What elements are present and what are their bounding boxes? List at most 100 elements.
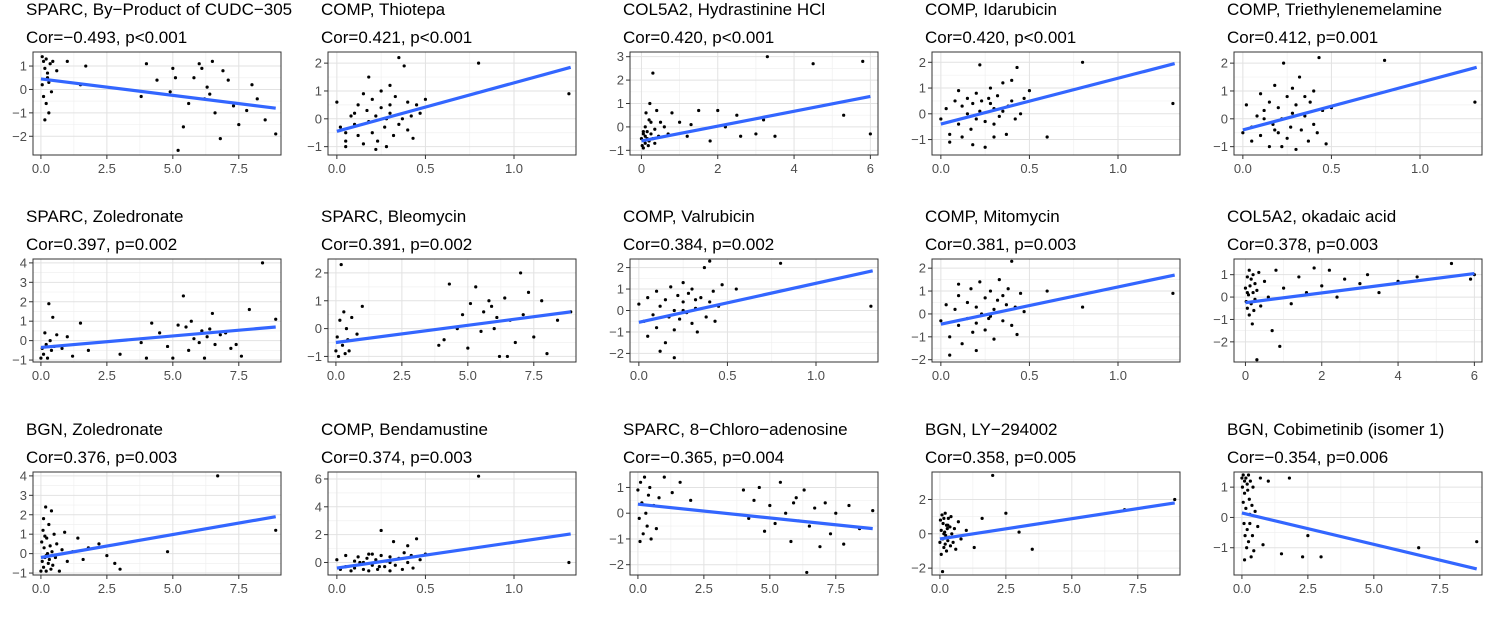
data-point bbox=[992, 135, 996, 139]
data-point bbox=[1276, 131, 1280, 135]
data-point bbox=[997, 278, 1001, 282]
data-point bbox=[338, 318, 342, 322]
data-point bbox=[768, 503, 772, 508]
plot-border bbox=[32, 258, 282, 363]
y-tick-label: −1 bbox=[609, 324, 624, 339]
data-point bbox=[361, 92, 366, 96]
data-point bbox=[690, 321, 694, 325]
data-point bbox=[689, 498, 693, 502]
data-point bbox=[658, 120, 663, 124]
data-point bbox=[184, 325, 188, 329]
data-point bbox=[651, 71, 655, 75]
data-point bbox=[1017, 530, 1021, 534]
data-point bbox=[1001, 109, 1005, 113]
x-tick-label: 7.5 bbox=[525, 368, 543, 383]
data-point bbox=[567, 560, 571, 565]
data-point bbox=[1171, 291, 1175, 295]
y-tick-label: 0 bbox=[919, 306, 926, 321]
data-point bbox=[192, 337, 196, 341]
scatter-plot: 0.0 2.5 5.0 7.5 −1 0 1 2 3 4 bbox=[12, 468, 282, 596]
data-point bbox=[1018, 291, 1023, 295]
x-tick-label: 0 bbox=[638, 161, 645, 176]
data-point bbox=[842, 113, 846, 117]
data-point bbox=[805, 570, 809, 575]
data-point bbox=[402, 64, 406, 68]
data-point bbox=[702, 265, 706, 270]
data-point bbox=[1251, 273, 1255, 277]
data-point bbox=[78, 321, 83, 325]
data-point bbox=[654, 527, 658, 531]
panel-stats: Cor=0.412, p=0.001 bbox=[1227, 28, 1379, 47]
data-point bbox=[414, 103, 419, 107]
data-point bbox=[1327, 268, 1331, 272]
data-point bbox=[641, 129, 645, 134]
data-point bbox=[447, 282, 451, 286]
scatter-plot: 0.0 2.5 5.0 7.5 −1 0 1 bbox=[1213, 471, 1483, 596]
data-point bbox=[555, 318, 560, 322]
data-point bbox=[1278, 344, 1282, 348]
scatter-panel: SPARC, Zoledronate Cor=0.397, p=0.002 0.0 2… bbox=[0, 207, 300, 405]
plot-border bbox=[931, 51, 1181, 156]
data-point bbox=[1001, 81, 1005, 85]
scatter-panel: COMP, Triethylenemelamine Cor=0.412, p=0.… bbox=[1201, 0, 1500, 198]
data-point bbox=[946, 516, 950, 520]
data-point bbox=[247, 307, 251, 312]
data-point bbox=[638, 480, 643, 484]
data-point bbox=[643, 125, 647, 129]
data-point bbox=[995, 298, 1000, 302]
panel-title: COMP, Mitomycin bbox=[925, 207, 1060, 226]
data-point bbox=[234, 342, 238, 347]
data-point bbox=[778, 261, 783, 265]
data-point bbox=[943, 511, 947, 515]
data-point bbox=[1255, 114, 1259, 118]
data-point bbox=[60, 346, 64, 350]
data-point bbox=[1276, 106, 1280, 110]
x-tick-label: 1.0 bbox=[1109, 161, 1127, 176]
data-point bbox=[1242, 491, 1247, 495]
x-tick-label: 2.5 bbox=[1299, 581, 1317, 596]
data-point bbox=[388, 111, 392, 115]
data-point bbox=[1251, 485, 1255, 489]
x-tick-label: 0.5 bbox=[1020, 161, 1038, 176]
data-point bbox=[658, 349, 662, 353]
data-point bbox=[995, 94, 1000, 98]
data-point bbox=[47, 302, 51, 306]
regression-line bbox=[939, 501, 1175, 541]
data-point bbox=[1255, 358, 1259, 362]
plot-border bbox=[629, 471, 879, 576]
panel-title: COL5A2, okadaic acid bbox=[1227, 207, 1397, 226]
panel-title: COL5A2, Hydrastinine HCl bbox=[623, 0, 826, 19]
data-point bbox=[48, 544, 52, 548]
data-point bbox=[1045, 289, 1049, 293]
data-point bbox=[81, 557, 85, 562]
data-point bbox=[213, 342, 217, 347]
data-point bbox=[374, 147, 378, 152]
data-point bbox=[237, 122, 241, 127]
y-tick-label: −1 bbox=[12, 353, 27, 368]
data-point bbox=[40, 559, 44, 563]
data-point bbox=[1010, 78, 1014, 82]
y-tick-label: −1 bbox=[609, 143, 624, 158]
data-point bbox=[641, 132, 645, 136]
data-point bbox=[49, 509, 54, 513]
data-point bbox=[55, 333, 59, 337]
data-point bbox=[1244, 476, 1248, 480]
data-point bbox=[651, 313, 655, 317]
data-point bbox=[423, 97, 428, 101]
data-point bbox=[274, 528, 278, 532]
data-point bbox=[1245, 306, 1249, 310]
data-point bbox=[689, 122, 693, 127]
data-point bbox=[647, 118, 651, 122]
y-tick-label: 2 bbox=[315, 265, 322, 280]
data-point bbox=[365, 556, 369, 560]
x-tick-label: 0.0 bbox=[32, 581, 50, 596]
data-point bbox=[391, 133, 396, 138]
panel-title: SPARC, Bleomycin bbox=[321, 207, 467, 226]
data-point bbox=[168, 90, 172, 94]
y-tick-label: −1 bbox=[911, 132, 926, 147]
data-point bbox=[1242, 558, 1247, 562]
data-point bbox=[637, 516, 641, 520]
data-point bbox=[370, 97, 374, 101]
data-point bbox=[1473, 100, 1477, 104]
y-tick-label: 4 bbox=[20, 468, 27, 483]
